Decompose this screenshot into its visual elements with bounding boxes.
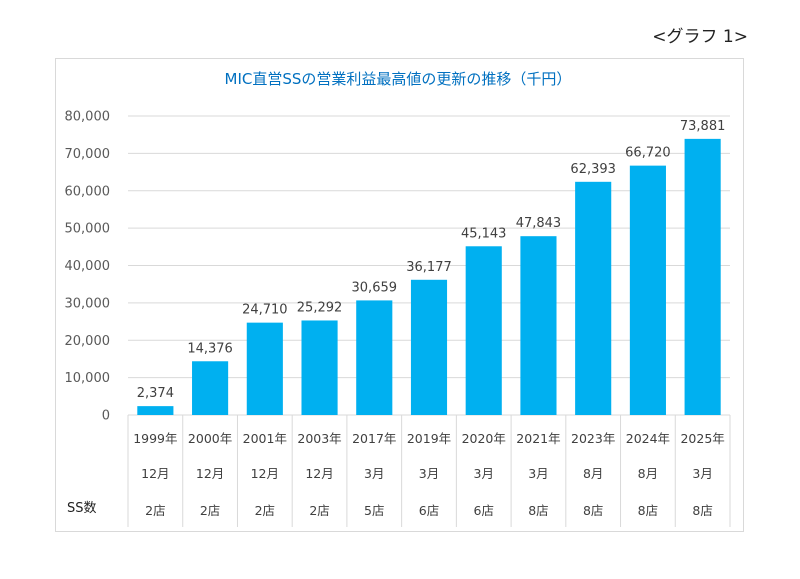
bar	[520, 236, 557, 415]
bar	[410, 279, 448, 415]
bar	[301, 320, 338, 415]
category-stores-label: 8店	[528, 503, 548, 518]
bar	[356, 300, 393, 415]
y-tick-label: 0	[102, 409, 110, 424]
y-tick-label: 70,000	[65, 147, 111, 162]
category-year-label: 2000年	[188, 431, 232, 446]
y-tick-label: 50,000	[65, 222, 111, 237]
category-stores-label: 2店	[145, 503, 165, 518]
category-stores-label: 8店	[692, 503, 712, 518]
y-tick-label: 60,000	[65, 184, 111, 199]
category-month-label: 3月	[364, 466, 384, 481]
data-label: 62,393	[570, 162, 616, 177]
category-year-label: 2001年	[243, 431, 287, 446]
graph-number-label: <グラフ 1>	[652, 27, 748, 47]
data-label: 25,292	[297, 300, 343, 315]
category-stores-label: 6店	[474, 503, 494, 518]
category-month-label: 8月	[583, 466, 603, 481]
category-month-label: 12月	[305, 466, 333, 481]
bar	[629, 165, 666, 415]
category-stores-label: 6店	[419, 503, 439, 518]
category-month-label: 12月	[251, 466, 279, 481]
bar	[137, 406, 174, 415]
data-label: 66,720	[625, 146, 671, 161]
y-tick-label: 40,000	[65, 259, 111, 274]
category-year-label: 2024年	[626, 431, 670, 446]
category-stores-label: 8店	[583, 503, 603, 518]
chart-frame	[55, 58, 744, 532]
ss-count-label: SS数	[67, 501, 97, 516]
category-month-label: 12月	[141, 466, 169, 481]
y-tick-label: 10,000	[65, 371, 111, 386]
y-tick-label: 20,000	[65, 334, 111, 349]
data-label: 36,177	[406, 260, 452, 275]
category-stores-label: 2店	[200, 503, 220, 518]
category-stores-label: 2店	[309, 503, 329, 518]
category-month-label: 8月	[638, 466, 658, 481]
bar	[575, 181, 612, 415]
category-stores-label: 2店	[255, 503, 275, 518]
chart-title: MIC直営SSの営業利益最高値の更新の推移（千円）	[225, 70, 572, 88]
category-year-label: 2019年	[407, 431, 451, 446]
data-label: 47,843	[516, 216, 562, 231]
category-month-label: 3月	[692, 466, 712, 481]
bar	[246, 322, 283, 415]
bar	[465, 246, 502, 415]
bar	[684, 138, 721, 416]
category-stores-label: 8店	[638, 503, 658, 518]
data-label: 73,881	[680, 119, 726, 134]
category-year-label: 2020年	[462, 431, 506, 446]
category-month-label: 3月	[474, 466, 494, 481]
category-year-label: 2025年	[680, 431, 724, 446]
category-year-label: 2021年	[516, 431, 560, 446]
category-year-label: 2003年	[297, 431, 341, 446]
y-tick-label: 80,000	[65, 110, 111, 125]
category-stores-label: 5店	[364, 503, 384, 518]
data-label: 14,376	[187, 341, 233, 356]
category-month-label: 3月	[528, 466, 548, 481]
category-month-label: 3月	[419, 466, 439, 481]
data-label: 24,710	[242, 303, 288, 318]
category-year-label: 2017年	[352, 431, 396, 446]
data-label: 45,143	[461, 226, 507, 241]
y-tick-label: 30,000	[65, 296, 111, 311]
data-label: 30,659	[352, 280, 398, 295]
category-month-label: 12月	[196, 466, 224, 481]
data-label: 2,374	[137, 386, 174, 401]
bar	[192, 361, 229, 415]
category-year-label: 2023年	[571, 431, 615, 446]
category-year-label: 1999年	[133, 431, 177, 446]
